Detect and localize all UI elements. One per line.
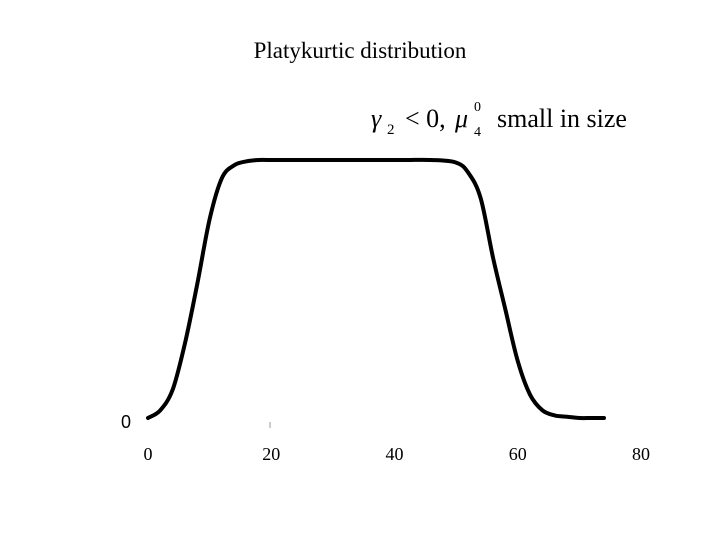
series-line-0 (146, 157, 606, 421)
x-tick-label-40: 40 (386, 444, 404, 464)
annotation-mu: μ (454, 104, 468, 133)
chart-title: Platykurtic distribution (254, 38, 467, 63)
annotation-relation: < 0, (405, 104, 446, 133)
x-tick-label-0: 0 (144, 444, 153, 464)
annotation-mu-subscript: 4 (474, 125, 481, 140)
annotation-gamma-subscript: 2 (387, 122, 395, 138)
annotation-gamma: γ (371, 104, 382, 133)
y-tick-label-0: 0 (121, 412, 131, 432)
x-axis-ticks: 0 20 40 60 80 (144, 444, 651, 464)
x-tick-label-20: 20 (262, 444, 280, 464)
x-tick-label-60: 60 (509, 444, 527, 464)
annotation-mu-superscript: 0 (474, 100, 481, 115)
chart-annotation: γ 2 < 0, μ 0 4 small in size (371, 100, 627, 140)
plot-area (146, 157, 606, 421)
annotation-text: small in size (497, 104, 627, 133)
x-tick-label-80: 80 (632, 444, 650, 464)
